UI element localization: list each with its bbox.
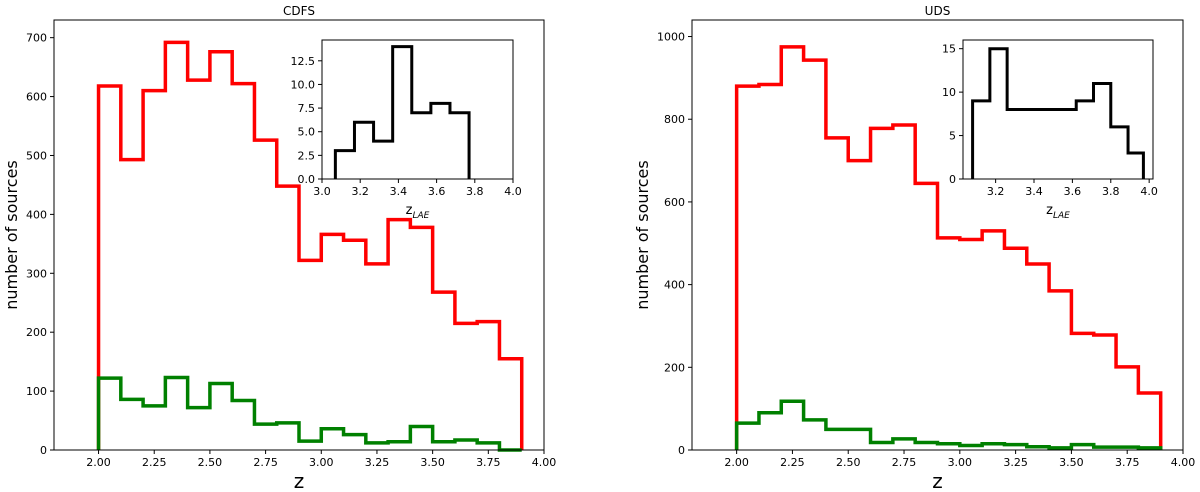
uds-axes-frame [691,19,1184,451]
cdfs-inset-xtick-label: 3.6 [428,185,446,198]
uds-xtick-label: 2.75 [892,456,917,469]
uds-inset-xtick-label: 4.0 [1140,185,1158,198]
cdfs-ytick-label: 100 [26,385,47,398]
cdfs-axes-frame [53,19,545,451]
uds-panel: 2.00 2.25 2.50 2.75 3.00 3.25 3.50 3.75 4.000200… [633,4,1195,492]
cdfs-inset: 3.0 3.2 3.4 3.6 3.8 4.00.02.55.07.510.012.5zL… [291,39,522,221]
cdfs-inset-ytick-label: 5.0 [298,126,316,139]
cdfs-inset-ytick-label: 2.5 [298,149,316,162]
cdfs-inset-series-0-line [333,45,471,179]
uds-xtick-label: 4.00 [1171,456,1196,469]
cdfs-inset-x-axis-label-subscript: LAE [412,211,429,221]
cdfs-inset-background [322,40,513,179]
uds-inset-ytick-label: 5 [949,130,956,143]
uds-ytick-label: 400 [664,279,685,292]
uds-y-axis-label: number of sources [633,160,652,310]
cdfs-title: CDFS [283,4,315,18]
cdfs-xtick-label: 4.00 [532,456,557,469]
uds-series-1-line [734,399,1163,450]
cdfs-inset-xtick-label: 3.8 [466,185,484,198]
cdfs-inset-axes-frame [321,39,514,180]
uds-xtick-label: 2.50 [836,456,861,469]
cdfs-xtick-label: 3.50 [420,456,445,469]
cdfs-panel: 2.00 2.25 2.50 2.75 3.00 3.25 3.50 3.75 4.00 0 100… [2,4,556,492]
uds-xtick-label: 3.75 [1115,456,1140,469]
cdfs-x-axis-label: z [294,469,305,492]
uds-inset-xtick-label: 3.4 [1025,185,1043,198]
cdfs-xtick-label: 3.00 [309,456,334,469]
uds-title: UDS [925,4,951,18]
cdfs-series-1-line [96,375,522,452]
uds-inset-x-axis-label-subscript: LAE [1053,211,1070,221]
cdfs-xtick-label: 2.00 [86,456,111,469]
uds-inset-ytick-label: 10 [942,86,956,99]
cdfs-ytick-label: 500 [26,149,47,162]
uds-inset-axes-frame [962,39,1154,180]
uds-ytick-label: 600 [664,196,685,209]
uds-inset-xtick-label: 3.8 [1102,185,1120,198]
uds-series-0-line [734,45,1163,450]
uds-xtick-label: 3.50 [1059,456,1084,469]
cdfs-ytick-label: 0 [40,444,47,457]
uds-inset-ytick-label: 0 [949,173,956,186]
uds-xtick-label: 3.25 [1003,456,1028,469]
cdfs-ytick-label: 700 [26,32,47,45]
cdfs-ytick-label: 600 [26,91,47,104]
cdfs-y-axis-label: number of sources [2,160,21,310]
uds-x-axis-label: z [932,469,943,492]
cdfs-ytick-label: 300 [26,267,47,280]
cdfs-xtick-label: 3.25 [365,456,390,469]
cdfs-inset-ytick-label: 7.5 [298,102,316,115]
uds-inset-xtick-label: 3.2 [987,185,1005,198]
cdfs-series-0-line [96,40,524,450]
cdfs-inset-xtick-label: 4.0 [504,185,522,198]
cdfs-inset-ytick-label: 10.0 [291,78,316,91]
uds-inset: 3.2 3.4 3.6 3.8 4.0 0 5 10 15 zLAE [942,39,1158,221]
cdfs-inset-xtick-label: 3.0 [313,185,331,198]
uds-inset-x-axis-label: zLAE [1046,203,1070,221]
uds-ytick-label: 1000 [657,31,685,44]
uds-inset-series-0-line [971,47,1145,179]
cdfs-xtick-label: 3.75 [476,456,501,469]
cdfs-inset-ytick-label: 12.5 [291,55,316,68]
uds-ytick-label: 800 [664,113,685,126]
uds-ytick-label: 0 [678,444,685,457]
uds-inset-ytick-label: 15 [942,43,956,56]
cdfs-inset-xtick-label: 3.2 [351,185,369,198]
uds-xtick-label: 2.00 [724,456,749,469]
cdfs-xtick-label: 2.75 [253,456,278,469]
cdfs-inset-xtick-label: 3.4 [390,185,408,198]
uds-xtick-label: 2.25 [780,456,805,469]
cdfs-ytick-label: 400 [26,208,47,221]
uds-inset-xtick-label: 3.6 [1064,185,1082,198]
cdfs-xtick-label: 2.50 [198,456,223,469]
cdfs-inset-ytick-label: 0.0 [298,173,316,186]
uds-ytick-label: 200 [664,361,685,374]
cdfs-xtick-label: 2.25 [142,456,167,469]
uds-xtick-label: 3.00 [948,456,973,469]
cdfs-ytick-label: 200 [26,326,47,339]
